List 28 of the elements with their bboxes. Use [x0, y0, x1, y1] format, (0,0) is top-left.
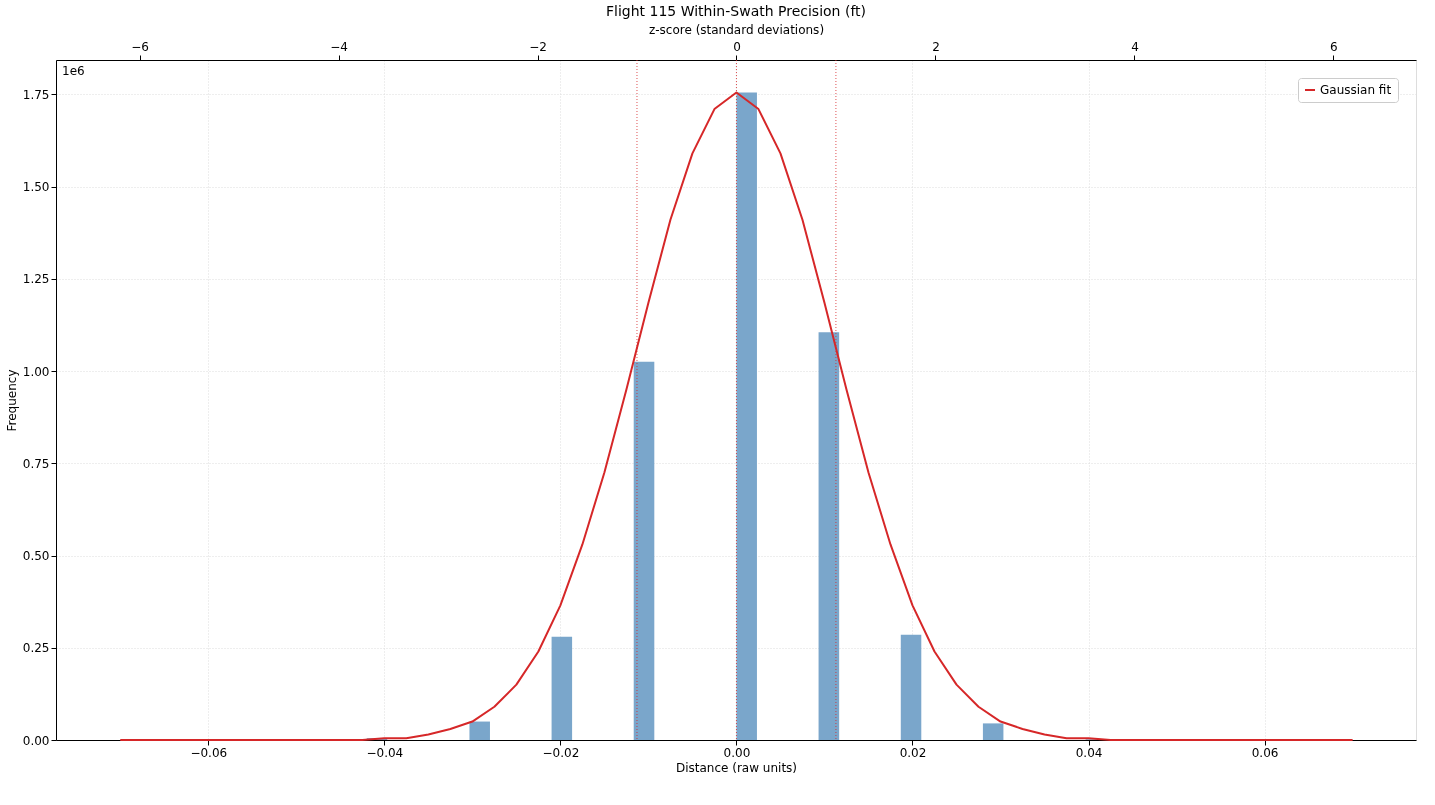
x-axis-title: Distance (raw units)	[675, 760, 798, 775]
x-tick-label: 0.02	[899, 745, 927, 760]
x-tick-label: −0.04	[366, 745, 404, 760]
x2-tick-label: 6	[1330, 39, 1338, 54]
x2-tick-label: −2	[529, 39, 547, 54]
x2-axis-title: z-score (standard deviations)	[648, 22, 825, 37]
y-tick-label: 1.25	[22, 272, 50, 287]
legend-label: Gaussian fit	[1320, 83, 1392, 97]
x-tick-label: 0.06	[1251, 745, 1279, 760]
y-tick-label: 1.00	[22, 364, 50, 379]
x-tick-label: −0.06	[190, 745, 228, 760]
x-tick-label: 0.00	[723, 745, 751, 760]
y-tick-label: 1.50	[22, 180, 50, 195]
y-tick-label: 1.75	[22, 87, 50, 102]
y-tick-label: 0.00	[22, 733, 50, 748]
x-tick-label: 0.04	[1075, 745, 1103, 760]
x2-tick-label: −4	[330, 39, 348, 54]
y-axis-title: Frequency	[4, 369, 19, 432]
x2-tick-label: −6	[131, 39, 149, 54]
annotation: 1e6	[62, 64, 85, 78]
x2-tick-label: 4	[1131, 39, 1139, 54]
x2-tick-label: 0	[733, 39, 741, 54]
x2-tick-label: 2	[932, 39, 940, 54]
chart-title: Flight 115 Within-Swath Precision (ft)	[605, 3, 867, 19]
y-tick-label: 0.50	[22, 549, 50, 564]
y-tick-label: 0.75	[22, 456, 50, 471]
x-tick-label: −0.02	[542, 745, 580, 760]
y-tick-label: 0.25	[22, 641, 50, 656]
